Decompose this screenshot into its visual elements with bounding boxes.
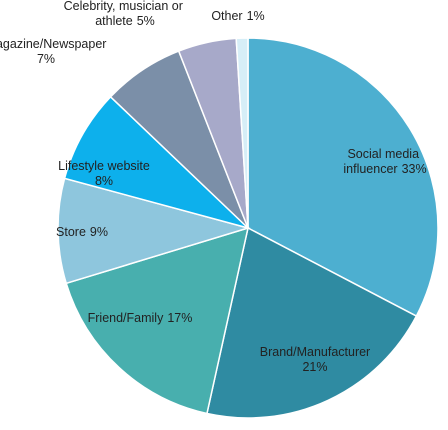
- slice-label: Celebrity, musician or athlete 5%: [64, 0, 187, 28]
- pie-slice: [65, 226, 250, 415]
- slice-value-label: 17%: [167, 311, 192, 325]
- slice-label-name: Celebrity, musician or athlete: [64, 0, 187, 28]
- slice-label: Other 1%: [211, 9, 264, 23]
- slice-value-label: 7%: [37, 52, 55, 66]
- pie-slice: [63, 95, 249, 229]
- label-line: Social media: [347, 147, 422, 161]
- slice-label-name: Brand/Manufacturer: [260, 345, 370, 359]
- slice-label: Store 9%: [56, 225, 108, 239]
- pie-slice: [235, 37, 249, 229]
- slice-label-name: Social media influencer: [343, 147, 422, 176]
- slice-value-label: 9%: [90, 225, 108, 239]
- pie-slice: [247, 37, 439, 318]
- label-line: influencer: [343, 162, 397, 176]
- slice-label: Social media influencer 33%: [343, 147, 426, 176]
- slice-label-name: Other: [211, 9, 242, 23]
- slice-value-label: 5%: [137, 14, 155, 28]
- slice-label: Brand/Manufacturer 21%: [260, 345, 370, 374]
- slice-label: Lifestyle website 8%: [58, 159, 150, 188]
- slice-label-name: Magazine/Newspaper: [0, 37, 106, 51]
- label-line: Celebrity, musician or: [64, 0, 187, 13]
- slice-label-name: Lifestyle website: [58, 159, 150, 173]
- pie-slice: [206, 226, 418, 419]
- slice-value-label: 21%: [302, 360, 327, 374]
- slice-value-label: 1%: [247, 9, 265, 23]
- slice-label: Friend/Family 17%: [88, 311, 193, 325]
- slice-value-label: 8%: [95, 174, 113, 188]
- label-line: athlete: [95, 14, 133, 28]
- slice-value-label: 33%: [402, 162, 427, 176]
- pie-slice: [57, 177, 251, 285]
- slice-label-name: Friend/Family: [88, 311, 164, 325]
- slice-label-name: Store: [56, 225, 86, 239]
